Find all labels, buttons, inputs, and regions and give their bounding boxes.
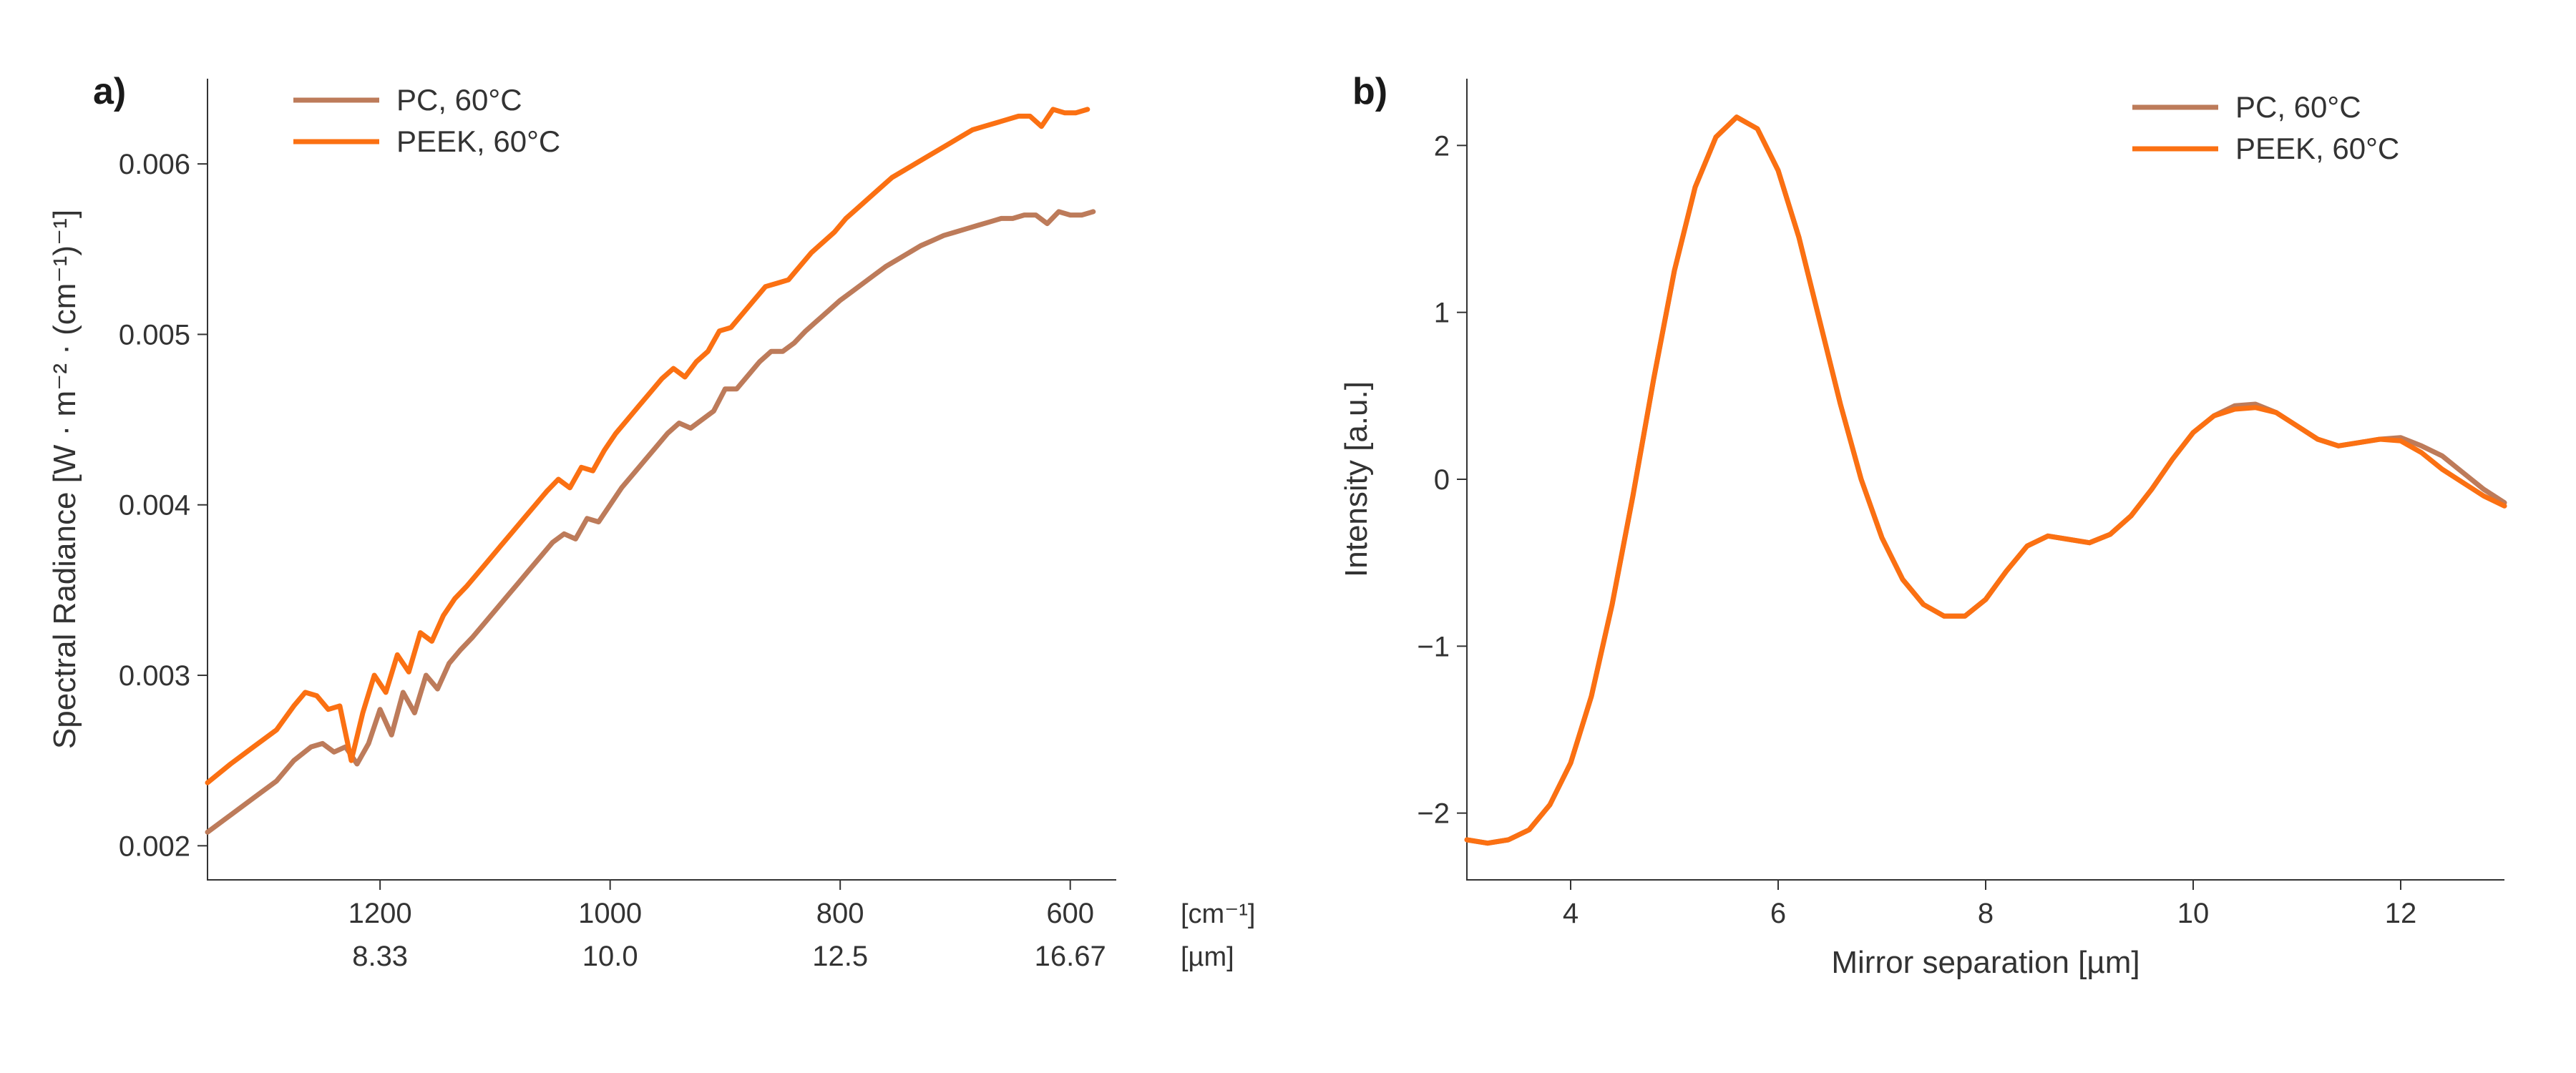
ytick-label: 0.005 [119,319,190,351]
legend-label: PEEK, 60°C [2235,132,2399,165]
xtick-label: 10 [2177,898,2210,929]
xtick-label: 6 [1770,898,1786,929]
ytick-label: 0.004 [119,490,190,521]
xtick-label-cm: 1200 [348,898,412,929]
series-PEEK_60C [208,109,1088,783]
ytick-label: −1 [1417,631,1450,662]
xtick-label-cm: 600 [1046,898,1094,929]
panel-b-xlabel: Mirror separation [µm] [1831,945,2140,980]
x-unit-um: [µm] [1181,942,1234,972]
xtick-label-um: 8.33 [352,941,408,972]
series-PC_60C [208,212,1093,832]
panel-b-svg: b)−2−10124681012Mirror separation [µm]In… [1288,0,2576,1073]
panel-a-ylabel: Spectral Radiance [W · m⁻² · (cm⁻¹)⁻¹] [47,210,82,749]
panel-a-svg: a) 0.002 0.003 0.004 0.005 0.006 1200 8.33 1000 1… [0,0,1288,1073]
ytick-label: −2 [1417,798,1450,830]
panel-b-ylabel: Intensity [a.u.] [1339,381,1374,577]
xtick-label-um: 12.5 [812,941,868,972]
panel-a-axes [208,79,1116,880]
ytick-label: 0 [1434,464,1450,496]
panel-b: b)−2−10124681012Mirror separation [µm]In… [1288,0,2576,1073]
xtick-label: 12 [2385,898,2417,929]
ytick-label: 0.002 [119,831,190,862]
panel-b-axes [1467,79,2504,880]
xtick-label: 4 [1563,898,1579,929]
figure-container: a) 0.002 0.003 0.004 0.005 0.006 1200 8.33 1000 1… [0,0,2576,1073]
legend-label: PC, 60°C [2235,90,2361,124]
ytick-label: 1 [1434,298,1450,329]
legend-label: PEEK, 60°C [396,124,560,158]
panel-b-label: b) [1352,71,1387,112]
ytick-label: 2 [1434,130,1450,162]
series-PEEK_60C [1467,117,2504,843]
series-PC_60C [1467,117,2504,843]
panel-a-label: a) [93,71,126,112]
xtick-label-cm: 1000 [578,898,642,929]
x-unit-cm: [cm⁻¹] [1181,899,1255,929]
ytick-label: 0.003 [119,660,190,692]
xtick-label-um: 10.0 [582,941,638,972]
xtick-label: 8 [1978,898,1994,929]
panel-a: a) 0.002 0.003 0.004 0.005 0.006 1200 8.33 1000 1… [0,0,1288,1073]
xtick-label-um: 16.67 [1035,941,1106,972]
ytick-label: 0.006 [119,149,190,180]
xtick-label-cm: 800 [816,898,864,929]
legend-label: PC, 60°C [396,83,522,117]
